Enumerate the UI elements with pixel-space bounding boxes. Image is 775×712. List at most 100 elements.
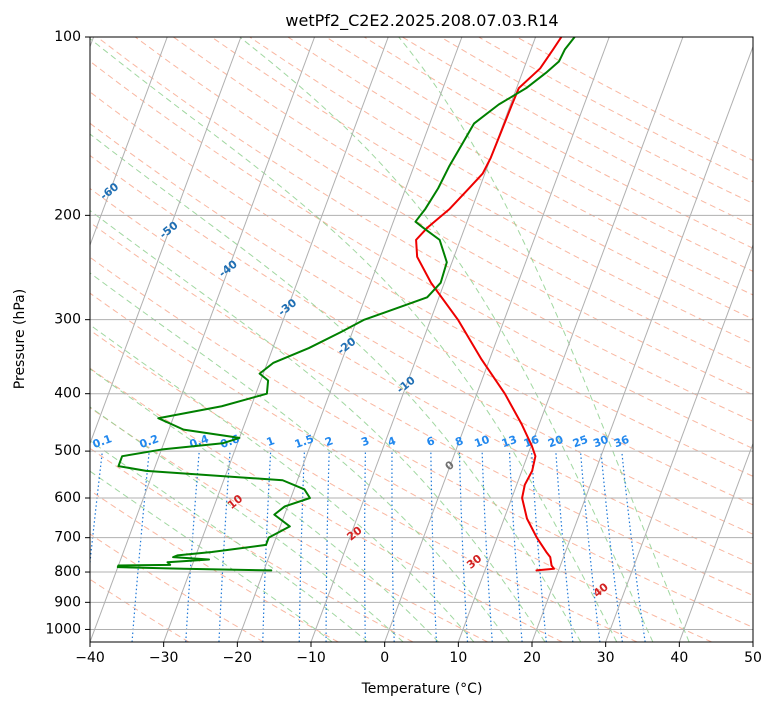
dry-adiabat-label: 30: [464, 552, 484, 572]
dry-adiabat: [90, 367, 563, 642]
moist-adiabat: [398, 37, 690, 642]
y-tick-label: 400: [54, 386, 81, 402]
dry-adiabat: [516, 37, 753, 161]
isotherm-label: 0: [443, 458, 457, 473]
isotherm-label: -10: [394, 373, 418, 396]
mixing-ratio-label: 20: [546, 433, 565, 451]
mixing-ratio-line: [530, 451, 547, 642]
mixing-ratio-line: [481, 451, 493, 642]
mixing-ratio-line: [555, 451, 574, 642]
x-tick-label: 50: [744, 650, 762, 666]
plot-frame: [89, 36, 754, 643]
y-tick-label: 1000: [45, 621, 81, 637]
moist-adiabat: [90, 406, 404, 642]
isotherm-gridline: [531, 45, 753, 642]
y-tick-label: 900: [54, 594, 81, 610]
y-tick-label: 200: [54, 207, 81, 223]
mixing-ratio-line: [579, 451, 601, 642]
isotherm-label: -40: [216, 257, 240, 280]
dry-adiabat: [249, 37, 753, 320]
temperature-profile: [415, 37, 563, 572]
dry-adiabat: [440, 37, 753, 205]
y-tick-label: 300: [54, 312, 81, 328]
dry-adiabat: [90, 256, 753, 628]
isotherm-label: -20: [335, 335, 359, 358]
mixing-ratio-line: [90, 451, 103, 568]
dry-adiabat: [90, 187, 753, 565]
isotherm-label: -70: [38, 141, 62, 164]
mixing-ratio-label: 4: [386, 434, 398, 449]
moist-adiabat: [90, 209, 546, 642]
isotherm-gridline: [90, 37, 168, 247]
moist-adiabat: [90, 470, 333, 642]
mixing-ratio-label: 8: [453, 434, 465, 449]
mixing-ratio-label: 2: [323, 434, 335, 449]
dry-adiabat: [90, 122, 753, 506]
dry-adiabat: [90, 533, 264, 642]
x-tick-label: 40: [670, 650, 688, 666]
x-tick-label: −20: [223, 650, 253, 666]
isotherm-gridline: [752, 640, 753, 642]
moist-adiabat: [90, 440, 369, 642]
mixing-ratio-line: [185, 451, 200, 642]
isotherm-gridline: [605, 243, 753, 642]
dry-adiabat: [90, 154, 753, 535]
moist-adiabat: [239, 37, 654, 642]
moist-adiabat: [90, 324, 475, 642]
y-tick-label: 500: [54, 443, 81, 459]
isotherm-label: -80: [0, 103, 3, 126]
isotherm-gridline: [163, 37, 389, 642]
dry-adiabat: [402, 37, 753, 227]
dry-adiabat: [90, 292, 712, 642]
mixing-ratio-label: 30: [591, 433, 610, 451]
mixing-ratio-label: 3: [359, 434, 371, 449]
dry-adiabat: [134, 37, 753, 396]
dry-adiabat: [211, 37, 753, 345]
mixing-ratio-label: 0.1: [91, 432, 114, 451]
dry-adiabat: [287, 37, 753, 296]
x-tick-label: −10: [296, 650, 326, 666]
isotherm-label: -30: [276, 296, 300, 319]
moist-adiabat: [90, 133, 582, 642]
isotherm-label: -50: [157, 219, 181, 242]
x-tick-label: −30: [149, 650, 179, 666]
mixing-ratio-line: [325, 451, 330, 642]
y-tick-label: 100: [54, 29, 81, 45]
dry-adiabat: [96, 37, 753, 422]
mixing-ratio-label: 6: [425, 434, 437, 449]
moist-adiabat: [90, 272, 510, 642]
isotherm-gridline: [457, 37, 684, 642]
dry-adiabat-label: 10: [225, 492, 245, 512]
x-tick-label: −40: [75, 650, 105, 666]
x-tick-label: 0: [380, 650, 389, 666]
dewpoint-profile: [116, 37, 576, 572]
dry-adiabat: [90, 407, 488, 642]
isotherm-gridline: [384, 37, 610, 642]
y-tick-label: 600: [54, 490, 81, 506]
isotherm-label: -60: [98, 180, 122, 203]
y-tick-label: 800: [54, 564, 81, 580]
mixing-ratio-label: 36: [612, 433, 631, 451]
mixing-ratio-line: [621, 451, 646, 642]
mixing-ratio-line: [364, 451, 366, 642]
mixing-ratio-line: [391, 451, 395, 642]
dry-adiabat: [90, 489, 339, 642]
mixing-ratio-label: 1.5: [293, 432, 316, 451]
dry-adiabat: [325, 37, 753, 272]
isotherm-gridline: [90, 37, 242, 445]
chart-title: wetPf2_C2E2.2025.208.07.03.R14: [285, 11, 558, 31]
dry-adiabat: [478, 37, 753, 183]
mixing-ratio-label: 1: [265, 434, 277, 449]
isotherm-gridline: [90, 37, 316, 642]
mixing-ratio-label: 0.4: [188, 432, 211, 451]
dry-adiabat: [90, 60, 753, 450]
x-tick-label: 10: [449, 650, 467, 666]
y-tick-label: 700: [54, 530, 81, 546]
mixing-ratio-line: [600, 451, 623, 642]
mixing-ratio-line: [458, 451, 469, 642]
moist-adiabat: [90, 37, 618, 642]
mixing-ratio-label: 25: [571, 433, 590, 450]
mixing-ratio-label: 10: [473, 433, 492, 451]
